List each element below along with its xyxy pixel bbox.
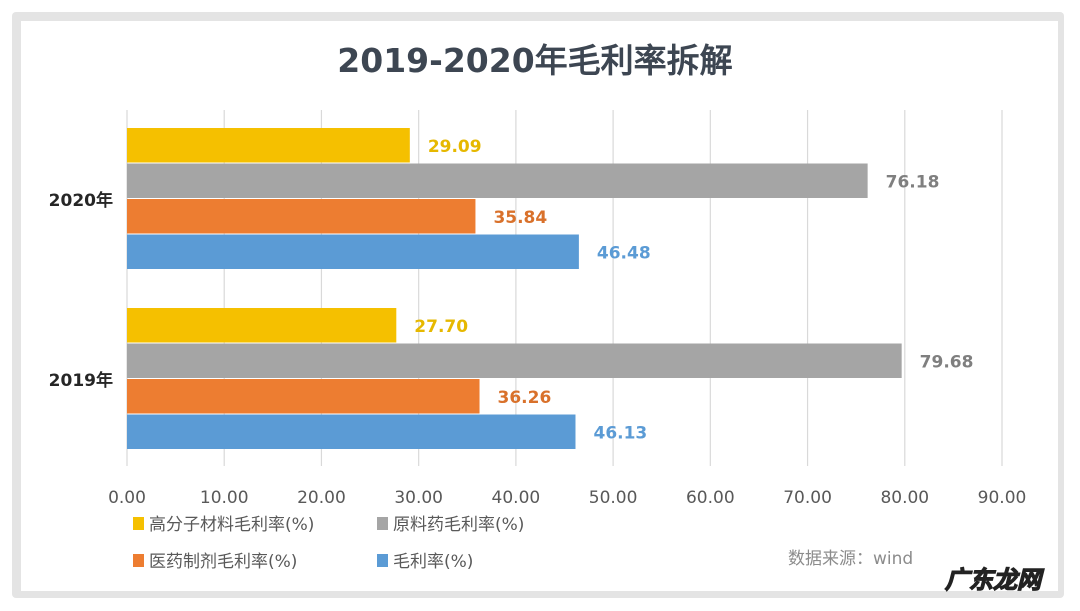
data-label: 79.68: [920, 352, 974, 372]
data-label: 36.26: [498, 388, 552, 408]
x-tick-label: 20.00: [297, 488, 346, 508]
legend-label: 高分子材料毛利率(%): [149, 515, 314, 535]
x-tick-label: 70.00: [783, 488, 832, 508]
legend-swatch: [377, 554, 388, 567]
legend-label: 原料药毛利率(%): [393, 515, 524, 535]
watermark-logo: 广东龙网: [945, 566, 1045, 594]
x-tick-label: 40.00: [492, 488, 541, 508]
x-tick-label: 10.00: [200, 488, 249, 508]
bar: [127, 343, 902, 378]
bar: [127, 128, 410, 163]
chart-title: 2019-2020年毛利率拆解: [337, 41, 732, 80]
legend-label: 医药制剂毛利率(%): [149, 552, 297, 572]
data-label: 35.84: [493, 208, 547, 228]
legend-label: 毛利率(%): [393, 552, 473, 572]
data-label: 27.70: [414, 317, 468, 337]
x-tick-label: 60.00: [686, 488, 735, 508]
bar: [127, 234, 579, 269]
bar: [127, 199, 476, 234]
category-label: 2020年: [49, 190, 113, 211]
data-label: 29.09: [428, 137, 482, 157]
legend-swatch: [377, 517, 388, 530]
legend-swatch: [133, 554, 144, 567]
data-label: 46.13: [593, 423, 647, 443]
bar: [127, 414, 576, 449]
bar: [127, 163, 868, 198]
chart-area: [21, 21, 1058, 591]
category-label: 2019年: [49, 370, 113, 391]
bar: [127, 379, 480, 414]
source-note: 数据来源：wind: [788, 549, 913, 569]
x-tick-label: 90.00: [978, 488, 1027, 508]
data-label: 46.48: [597, 243, 651, 263]
legend-swatch: [133, 517, 144, 530]
x-tick-label: 0.00: [108, 488, 146, 508]
bar: [127, 308, 397, 343]
x-tick-label: 80.00: [880, 488, 929, 508]
data-label: 76.18: [886, 172, 940, 192]
x-tick-label: 30.00: [394, 488, 443, 508]
x-tick-label: 50.00: [589, 488, 638, 508]
